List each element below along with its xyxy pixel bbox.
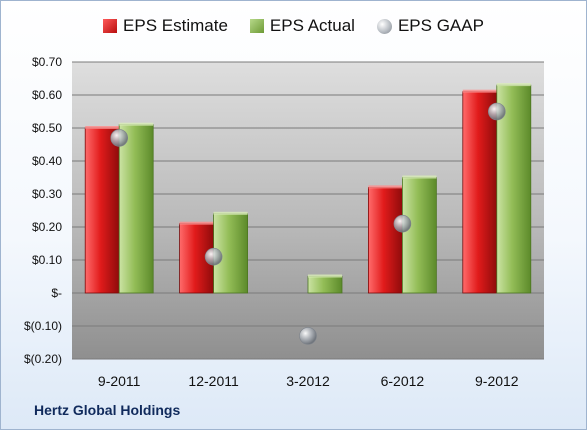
x-tick-label: 12-2011 — [188, 373, 239, 389]
chart-legend: EPS Estimate EPS Actual EPS GAAP — [0, 16, 587, 36]
bar-eps-estimate-cap — [462, 89, 497, 93]
legend-label-estimate: EPS Estimate — [123, 16, 228, 35]
bar-eps-actual-cap — [402, 175, 437, 179]
x-tick-label: 3-2012 — [286, 373, 330, 389]
company-name: Hertz Global Holdings — [34, 402, 181, 418]
bar-eps-actual — [496, 84, 532, 294]
bar-eps-actual-cap — [308, 274, 342, 278]
bar-eps-actual — [307, 276, 343, 294]
x-tick-label: 6-2012 — [381, 373, 425, 389]
bar-eps-actual-cap — [119, 122, 154, 126]
bar-eps-estimate-cap — [179, 221, 214, 225]
y-tick-label: $- — [51, 286, 62, 300]
bar-eps-estimate-cap — [368, 185, 403, 189]
bar-eps-estimate — [462, 91, 498, 294]
bar-eps-actual-cap — [213, 211, 248, 215]
bar-eps-estimate-cap — [85, 126, 120, 129]
y-tick-label: $0.60 — [32, 88, 62, 102]
bar-eps-estimate — [367, 186, 403, 294]
bar-eps-estimate — [84, 127, 120, 294]
legend-label-gaap: EPS GAAP — [397, 16, 484, 35]
bar-eps-actual-cap — [496, 83, 531, 87]
bar-eps-actual — [118, 124, 154, 294]
marker-eps-gaap — [110, 129, 128, 147]
x-tick-label: 9-2011 — [98, 373, 141, 389]
marker-eps-gaap — [487, 102, 506, 121]
legend-swatch-estimate — [103, 19, 118, 33]
y-tick-label: $0.50 — [32, 121, 62, 135]
legend-swatch-actual — [249, 19, 264, 33]
legend-item-estimate: EPS Estimate — [103, 16, 228, 36]
marker-eps-gaap — [204, 247, 223, 266]
legend-item-gaap: EPS GAAP — [376, 16, 484, 36]
bar-eps-actual — [401, 177, 437, 294]
y-tick-label: $(0.10) — [24, 319, 62, 333]
legend-swatch-gaap — [376, 18, 392, 34]
x-tick-label: 9-2012 — [475, 373, 519, 389]
y-tick-label: $0.40 — [32, 154, 62, 168]
y-tick-label: $0.20 — [32, 220, 62, 234]
y-tick-label: $0.30 — [32, 187, 62, 201]
legend-label-actual: EPS Actual — [269, 16, 355, 35]
marker-eps-gaap — [299, 327, 317, 345]
legend-item-actual: EPS Actual — [249, 16, 355, 36]
marker-eps-gaap — [393, 214, 412, 233]
y-tick-label: $0.10 — [32, 253, 62, 267]
y-tick-label: $0.70 — [32, 55, 62, 69]
y-tick-label: $(0.20) — [24, 352, 62, 366]
